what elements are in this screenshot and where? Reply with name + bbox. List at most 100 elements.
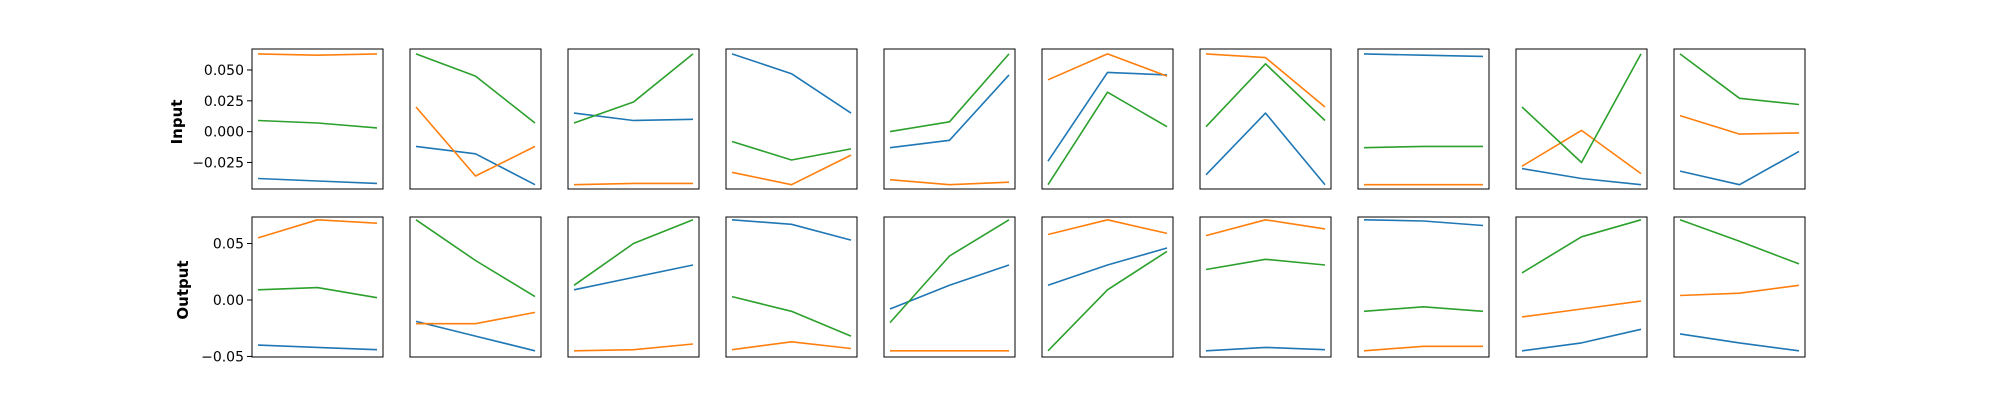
series-line	[257, 177, 378, 185]
panel-frame	[883, 216, 1016, 358]
series-line	[1047, 247, 1168, 287]
series-line	[257, 344, 378, 351]
series-line	[1205, 258, 1326, 271]
series-line	[573, 219, 694, 286]
series-line	[415, 320, 536, 352]
panel-output-1	[251, 216, 384, 358]
series-line	[731, 295, 852, 337]
series-line	[415, 219, 536, 298]
series-line	[731, 53, 852, 114]
series-line	[731, 140, 852, 161]
series-line	[1679, 284, 1800, 297]
series-line	[889, 74, 1010, 149]
panel-output-6	[1041, 216, 1174, 358]
series-line	[731, 219, 852, 241]
series-line	[1205, 53, 1326, 108]
series-line	[1205, 62, 1326, 128]
series-line	[415, 53, 536, 124]
panel-frame	[725, 216, 858, 358]
series-line	[1521, 129, 1642, 175]
series-line	[573, 264, 694, 291]
y-tick-label: −0.025	[192, 155, 244, 171]
y-tick-label: 0.000	[204, 125, 244, 141]
y-tick-label: −0.05	[201, 349, 244, 365]
panel-output-4	[725, 216, 858, 358]
series-line	[731, 340, 852, 351]
series-line	[1679, 150, 1800, 186]
panel-frame	[409, 48, 542, 190]
series-line	[1679, 53, 1800, 106]
y-tick-label: 0.05	[213, 237, 244, 253]
series-line	[1363, 345, 1483, 352]
series-line	[415, 106, 536, 177]
series-line	[1679, 219, 1800, 265]
plot-layer: 0.050 0.025 0.000 −0.025 0.05 0.00 −0.05	[192, 48, 1806, 365]
panel-frame	[1357, 48, 1490, 190]
series-line	[1363, 145, 1483, 149]
series-line	[573, 182, 693, 186]
series-line	[1363, 219, 1484, 227]
y-tick-label: 0.025	[204, 94, 244, 110]
panel-output-3	[567, 216, 700, 358]
series-line	[1521, 300, 1642, 318]
panel-input-6	[1041, 48, 1174, 190]
series-line	[1363, 305, 1484, 313]
panel-frame	[409, 216, 542, 358]
series-line	[1047, 53, 1168, 81]
panel-input-3	[567, 48, 700, 190]
series-line	[889, 219, 1010, 324]
panel-output-10	[1673, 216, 1806, 358]
panel-output-7	[1199, 216, 1332, 358]
panel-frame	[725, 48, 858, 190]
panel-input-7	[1199, 48, 1332, 190]
panel-frame	[567, 48, 700, 190]
series-line	[573, 343, 694, 352]
series-line	[1205, 112, 1326, 186]
series-line	[1205, 346, 1326, 352]
panel-frame	[1515, 216, 1648, 358]
series-line	[257, 286, 378, 299]
panel-input-10	[1673, 48, 1806, 190]
panel-input-1	[251, 48, 384, 190]
series-line	[257, 119, 378, 129]
series-line	[1521, 167, 1642, 186]
panel-frame	[567, 216, 700, 358]
row-label-output: Output	[174, 260, 192, 319]
series-line	[1521, 328, 1642, 352]
series-line	[1047, 219, 1168, 236]
series-line	[257, 219, 378, 239]
series-line	[1047, 250, 1168, 352]
series-line	[889, 53, 1010, 133]
panel-frame	[251, 216, 384, 358]
y-tick-label: 0.050	[204, 63, 244, 79]
panel-output-8	[1357, 216, 1490, 358]
panel-frame	[1357, 216, 1490, 358]
series-line	[1047, 91, 1168, 186]
series-line	[257, 53, 378, 57]
panel-frame	[1673, 48, 1806, 190]
series-line	[573, 53, 694, 124]
panel-frame	[1515, 48, 1648, 190]
panel-frame	[1041, 48, 1174, 190]
series-line	[1047, 71, 1168, 162]
series-line	[1679, 333, 1800, 352]
panel-input-8	[1357, 48, 1490, 190]
series-line	[731, 154, 852, 186]
panel-frame	[883, 48, 1016, 190]
series-line	[889, 178, 1010, 186]
series-line	[1205, 219, 1326, 237]
panel-frame	[1199, 216, 1332, 358]
panel-output-9	[1515, 216, 1648, 358]
panel-input-9	[1515, 48, 1648, 190]
y-tick-label: 0.00	[213, 293, 244, 309]
panel-frame	[251, 48, 384, 190]
panel-frame	[1199, 48, 1332, 190]
series-line	[415, 145, 536, 186]
panel-input-5	[883, 48, 1016, 190]
panel-output-2	[409, 216, 542, 358]
panel-frame	[1673, 216, 1806, 358]
series-line	[1521, 53, 1642, 164]
panel-output-5	[883, 216, 1016, 358]
series-line	[416, 311, 536, 325]
